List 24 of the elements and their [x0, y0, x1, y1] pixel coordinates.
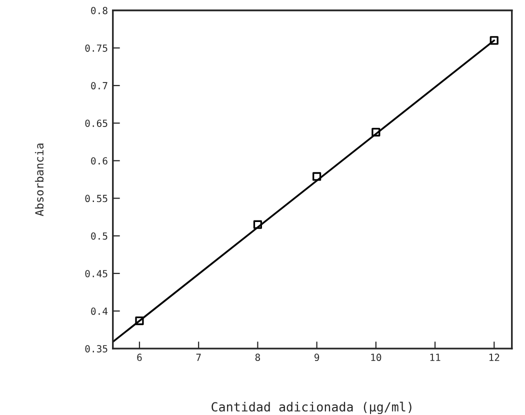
point	[253, 220, 262, 229]
point	[490, 36, 498, 45]
y-tick-label: 0.7	[91, 82, 108, 90]
x-tick-label: 10	[371, 354, 382, 362]
y-tick-label: 0.4	[91, 308, 108, 315]
x-tick-label: 8	[255, 354, 260, 362]
y-tick-label: 0.8	[91, 6, 108, 14]
y-tick-label: 0.65	[85, 120, 108, 127]
x-tick-label: 7	[196, 354, 201, 361]
x-tick-label: 6	[137, 354, 142, 362]
y-tick-label: 0.35	[85, 345, 108, 352]
y-axis-title: Absorbancia	[34, 144, 44, 216]
point	[135, 316, 144, 326]
point	[312, 172, 322, 181]
y-tick-label: 0.6	[91, 157, 108, 165]
y-tick-label: 0.5	[91, 232, 108, 240]
x-tick-label: 11	[430, 354, 440, 361]
x-axis-title: Cantidad adicionada (μg/ml)	[212, 402, 412, 414]
y-tick-label: 0.45	[85, 270, 108, 278]
x-tick-label: 12	[489, 354, 500, 361]
x-tick-label: 9	[314, 354, 320, 362]
y-tick-label: 0.75	[85, 44, 108, 52]
y-tick-label: 0.55	[85, 194, 108, 202]
point	[372, 128, 380, 136]
